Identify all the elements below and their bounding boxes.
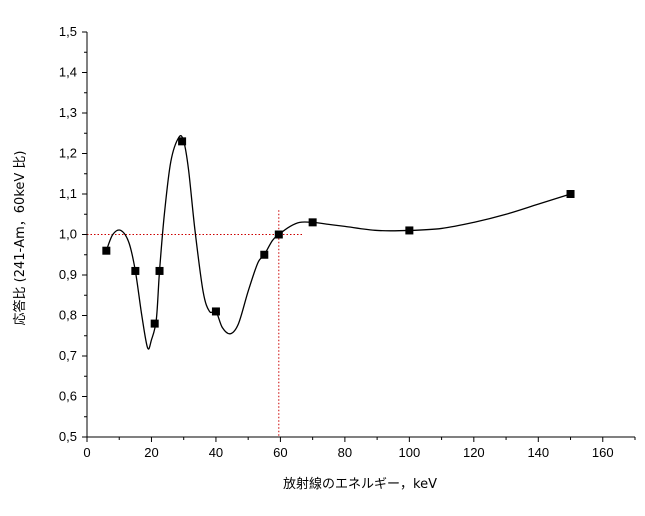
data-point	[274, 230, 283, 239]
data-markers	[102, 137, 575, 328]
x-tick-label: 100	[399, 445, 421, 460]
x-tick-labels: 0 20 40 60 80 100 120 140 160	[83, 445, 613, 460]
data-point	[260, 250, 269, 259]
x-axis-title: 放射線のエネルギー，keV	[283, 476, 437, 492]
reference-lines	[87, 210, 303, 437]
y-axis-title: 応答比 (241-Am，60keV 比)	[12, 151, 28, 326]
data-point	[131, 266, 140, 275]
y-tick-label: 0,6	[59, 389, 77, 404]
data-point	[566, 190, 575, 198]
fit-curve-line	[105, 135, 571, 350]
x-tick-label: 60	[273, 445, 287, 460]
y-tick-labels: 0,5 0,6 0,7 0,8 0,9 1,0 1,1 1,2 1,3 1,4 1,5	[59, 24, 77, 444]
data-point	[308, 218, 317, 227]
y-tick-label: 1,0	[59, 227, 77, 242]
data-point	[178, 137, 187, 146]
data-point	[150, 319, 159, 328]
x-tick-label: 140	[527, 445, 549, 460]
y-tick-label: 0,8	[59, 308, 77, 323]
data-point	[405, 226, 414, 235]
x-tick-label: 120	[463, 445, 485, 460]
y-tick-label: 1,2	[59, 146, 77, 161]
y-tick-label: 1,4	[59, 65, 77, 80]
y-tick-label: 0,5	[59, 429, 77, 444]
x-tick-label: 0	[83, 445, 90, 460]
axes	[82, 31, 636, 442]
data-point	[102, 246, 111, 255]
y-tick-label: 1,5	[59, 24, 77, 39]
y-tick-label: 1,1	[59, 186, 77, 201]
data-point	[211, 307, 220, 316]
y-tick-label: 0,9	[59, 267, 77, 282]
x-tick-label: 160	[592, 445, 614, 460]
x-tick-label: 20	[144, 445, 158, 460]
y-tick-label: 1,3	[59, 105, 77, 120]
x-tick-label: 80	[338, 445, 352, 460]
y-tick-label: 0,7	[59, 348, 77, 363]
fit-curve	[105, 135, 571, 350]
x-tick-label: 40	[209, 445, 223, 460]
data-point	[155, 266, 164, 275]
